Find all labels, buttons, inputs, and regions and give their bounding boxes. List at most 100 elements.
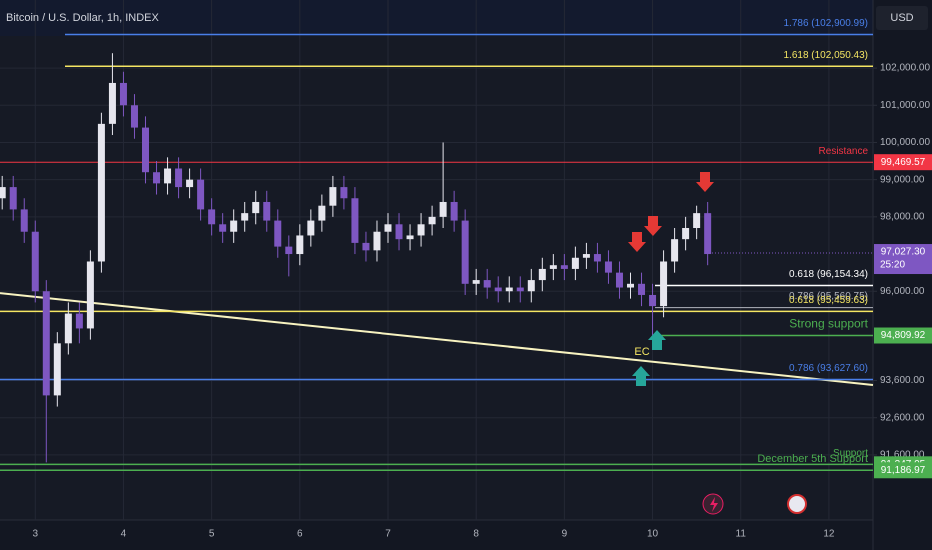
level-label: Support xyxy=(833,448,868,459)
candle-body xyxy=(450,201,458,221)
candle-body xyxy=(638,283,646,295)
plot xyxy=(0,0,874,520)
candle-body xyxy=(64,313,72,344)
candle-body xyxy=(329,187,337,206)
candle-body xyxy=(527,280,535,292)
candle-body xyxy=(472,280,480,284)
y-tick-label: 101,000.00 xyxy=(880,100,930,111)
countdown: 25:20 xyxy=(880,260,905,271)
candle-body xyxy=(505,287,513,292)
arrows xyxy=(628,172,714,386)
candle-body xyxy=(362,242,370,251)
y-tick-label: 92,600.00 xyxy=(880,412,925,423)
candle-body xyxy=(549,265,557,269)
candle-body xyxy=(615,272,623,288)
candle-body xyxy=(53,343,61,396)
candle-body xyxy=(307,220,315,236)
candle-body xyxy=(660,261,668,307)
candle-body xyxy=(671,239,679,262)
x-tick-label: 3 xyxy=(32,529,38,540)
current-price-tag xyxy=(874,244,932,275)
candle-body xyxy=(197,179,205,210)
flag-icon[interactable] xyxy=(787,494,807,514)
price-tag xyxy=(874,154,932,171)
price-tag xyxy=(874,327,932,344)
down-arrow xyxy=(696,172,714,192)
candle-body xyxy=(75,313,83,329)
up-arrow xyxy=(648,330,666,350)
candle-body xyxy=(164,168,172,184)
candle-body xyxy=(130,105,138,128)
candle-body xyxy=(263,201,271,221)
level-label: 0.618 (95,459.63) xyxy=(789,295,868,306)
candle-body xyxy=(142,127,149,173)
y-tick-label: 98,000.00 xyxy=(880,211,925,222)
candle-body xyxy=(461,220,469,284)
level-label: 0.786 (93,627.60) xyxy=(789,363,868,374)
y-tick-label: 100,000.00 xyxy=(880,137,930,148)
currency-button[interactable] xyxy=(876,6,928,30)
candle-body xyxy=(108,82,116,124)
candle-body xyxy=(483,280,491,288)
candle-body xyxy=(175,168,183,188)
candle-body xyxy=(395,224,403,240)
y-tick-label: 102,000.00 xyxy=(880,63,930,74)
x-tick-label: 7 xyxy=(385,529,391,540)
candle-body xyxy=(516,287,524,292)
candle-body xyxy=(693,213,701,229)
candle-body xyxy=(241,213,249,221)
candle-body xyxy=(593,254,601,262)
level-label: Strong support xyxy=(789,317,868,331)
chart-title: Bitcoin / U.S. Dollar, 1h, INDEX xyxy=(6,12,159,24)
candle-body xyxy=(649,294,657,307)
candle-body xyxy=(252,201,260,214)
candle-body xyxy=(296,235,304,255)
up-arrow xyxy=(632,366,650,386)
candle-body xyxy=(384,224,392,232)
candle-body xyxy=(582,254,590,258)
candle-body xyxy=(318,205,326,221)
level-label: 1.618 (102,050.43) xyxy=(783,50,868,61)
candle-body xyxy=(682,228,690,240)
x-tick-label: 4 xyxy=(121,529,127,540)
candle-body xyxy=(428,216,436,225)
candle-body xyxy=(97,123,105,262)
x-tick-label: 12 xyxy=(823,529,835,540)
candle-body xyxy=(208,209,216,225)
candle-body xyxy=(604,261,612,273)
candle-body xyxy=(230,220,238,232)
trend-line xyxy=(0,292,874,386)
y-tick-label: 91,600.00 xyxy=(880,450,925,461)
candle-body xyxy=(704,213,712,255)
level-label: Resistance xyxy=(819,146,869,157)
level-label: 1.786 (102,900.99) xyxy=(783,18,868,29)
y-tick-label: 99,000.00 xyxy=(880,174,925,185)
candle-body xyxy=(351,198,359,243)
candle-body xyxy=(31,231,39,292)
price-tag-label: 91,186.97 xyxy=(881,465,926,476)
time-axis xyxy=(0,520,873,550)
candle-body xyxy=(560,265,568,269)
x-tick-label: 10 xyxy=(647,529,659,540)
candle-body xyxy=(373,231,381,251)
candle-body xyxy=(42,291,50,396)
currency[interactable]: USD xyxy=(890,12,913,24)
y-tick-label: 93,600.00 xyxy=(880,375,925,386)
price-tag-label: 99,469.57 xyxy=(881,157,926,168)
candle-body xyxy=(186,179,194,188)
annotation: EC xyxy=(634,346,649,358)
price-tag-label: 94,809.92 xyxy=(881,330,926,341)
candle-body xyxy=(406,235,414,240)
current-price-label: 97,027.30 xyxy=(881,247,926,258)
candle-body xyxy=(285,246,293,255)
candle-body xyxy=(0,187,6,199)
candle-body xyxy=(538,268,546,281)
candle-body xyxy=(340,187,348,199)
x-tick-label: 6 xyxy=(297,529,303,540)
candle-body xyxy=(119,82,127,106)
down-arrow xyxy=(644,216,662,236)
candle-body xyxy=(417,224,425,236)
down-arrow xyxy=(628,232,646,252)
candle-body xyxy=(494,287,502,292)
